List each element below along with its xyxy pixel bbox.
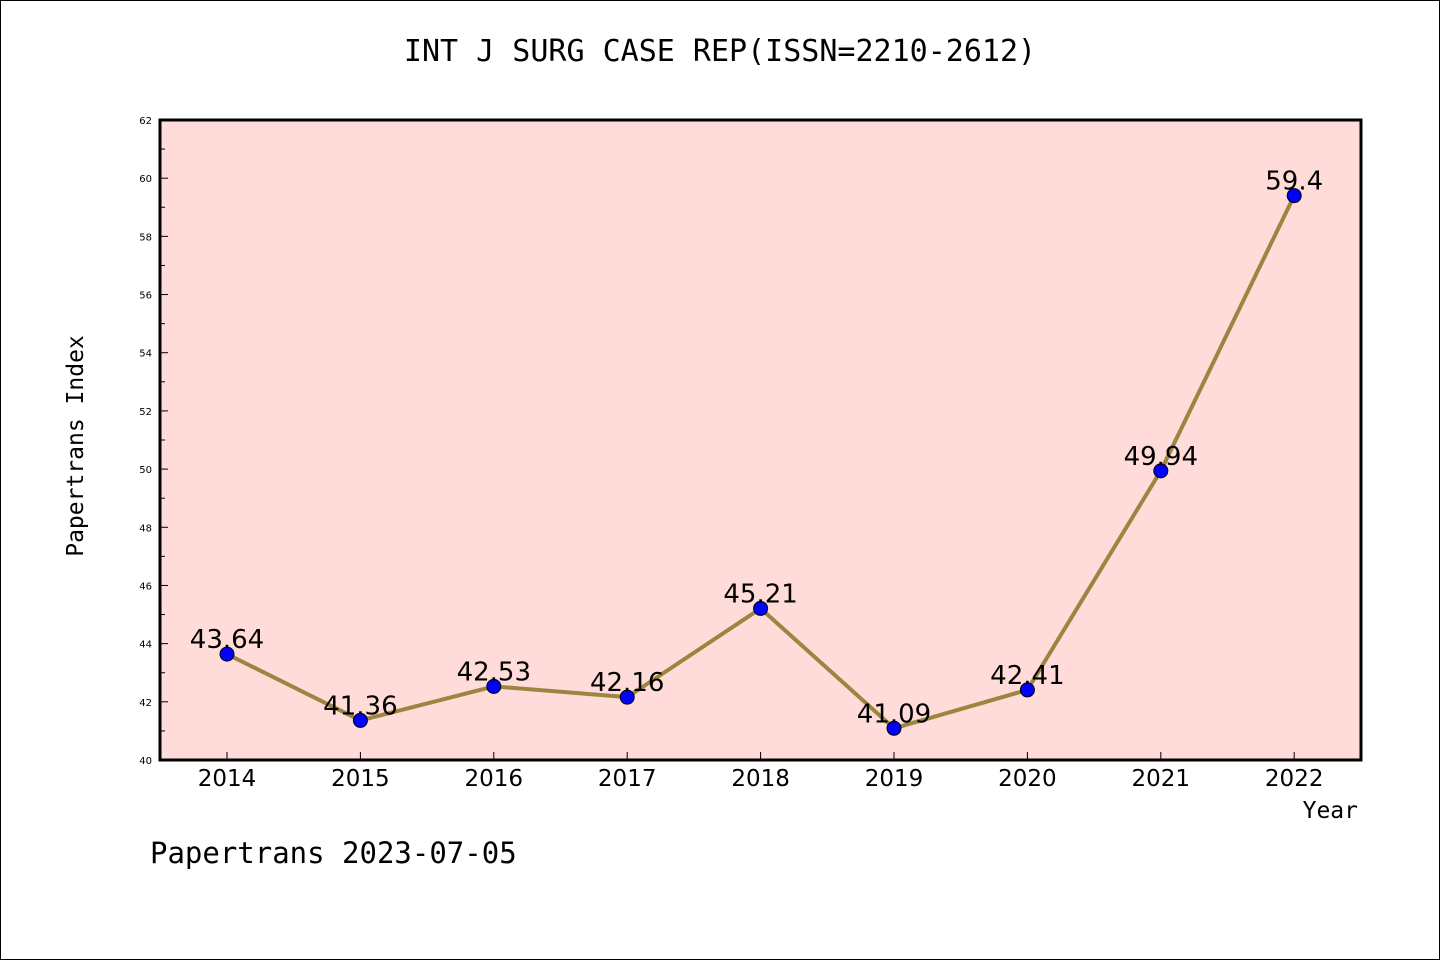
x-tick-label: 2017 xyxy=(598,766,657,792)
data-point xyxy=(219,646,235,662)
plot-background xyxy=(160,120,1361,760)
y-tick-label: 52 xyxy=(139,407,152,418)
y-tick-label: 60 xyxy=(139,174,152,185)
chart-title: INT J SURG CASE REP(ISSN=2210-2612) xyxy=(403,34,1037,69)
data-label: 41.09 xyxy=(857,699,931,729)
plot-border xyxy=(158,118,1363,762)
data-label: 59.4 xyxy=(1265,167,1323,197)
y-tick-label: 58 xyxy=(139,232,152,243)
data-label: 42.41 xyxy=(990,661,1064,691)
y-tick-label: 54 xyxy=(139,349,152,360)
data-label: 43.64 xyxy=(190,625,264,655)
x-tick-label: 2020 xyxy=(998,766,1057,792)
x-tick-label: 2016 xyxy=(465,766,524,792)
footer-watermark: Papertrans 2023-07-05 xyxy=(150,836,517,870)
data-label: 49.94 xyxy=(1124,442,1198,472)
data-label: 45.21 xyxy=(723,579,797,609)
y-tick-label: 42 xyxy=(139,698,152,709)
series-markers xyxy=(219,188,1302,736)
data-point xyxy=(1019,682,1035,698)
data-point xyxy=(486,678,502,694)
x-tick-label: 2014 xyxy=(198,766,257,792)
data-point xyxy=(886,720,902,736)
data-point xyxy=(352,712,368,728)
data-point xyxy=(1286,188,1302,204)
x-tick-label: 2018 xyxy=(731,766,790,792)
x-axis-label: Year xyxy=(1302,798,1358,824)
data-labels: 43.64 41.36 42.53 42.16 45.21 41.09 42.41 49.94… xyxy=(190,167,1323,730)
y-tick-label: 62 xyxy=(139,116,152,127)
data-point xyxy=(1153,463,1169,479)
x-axis: 2014 2015 2016 2017 2018 2019 2020 2021 2022 xyxy=(198,752,1324,792)
data-point xyxy=(619,689,635,705)
y-tick-label: 46 xyxy=(139,581,152,592)
data-label: 42.16 xyxy=(590,668,664,698)
data-point xyxy=(753,600,769,616)
data-label: 41.36 xyxy=(323,691,397,721)
y-tick-label: 40 xyxy=(139,756,152,767)
y-tick-label: 50 xyxy=(139,465,152,476)
y-tick-label: 56 xyxy=(139,291,152,302)
x-tick-label: 2022 xyxy=(1265,766,1324,792)
y-tick-label: 48 xyxy=(139,523,152,534)
data-label: 42.53 xyxy=(457,657,531,687)
x-tick-label: 2015 xyxy=(331,766,390,792)
x-tick-label: 2019 xyxy=(865,766,924,792)
x-tick-label: 2021 xyxy=(1132,766,1191,792)
y-tick-label: 44 xyxy=(139,640,152,651)
